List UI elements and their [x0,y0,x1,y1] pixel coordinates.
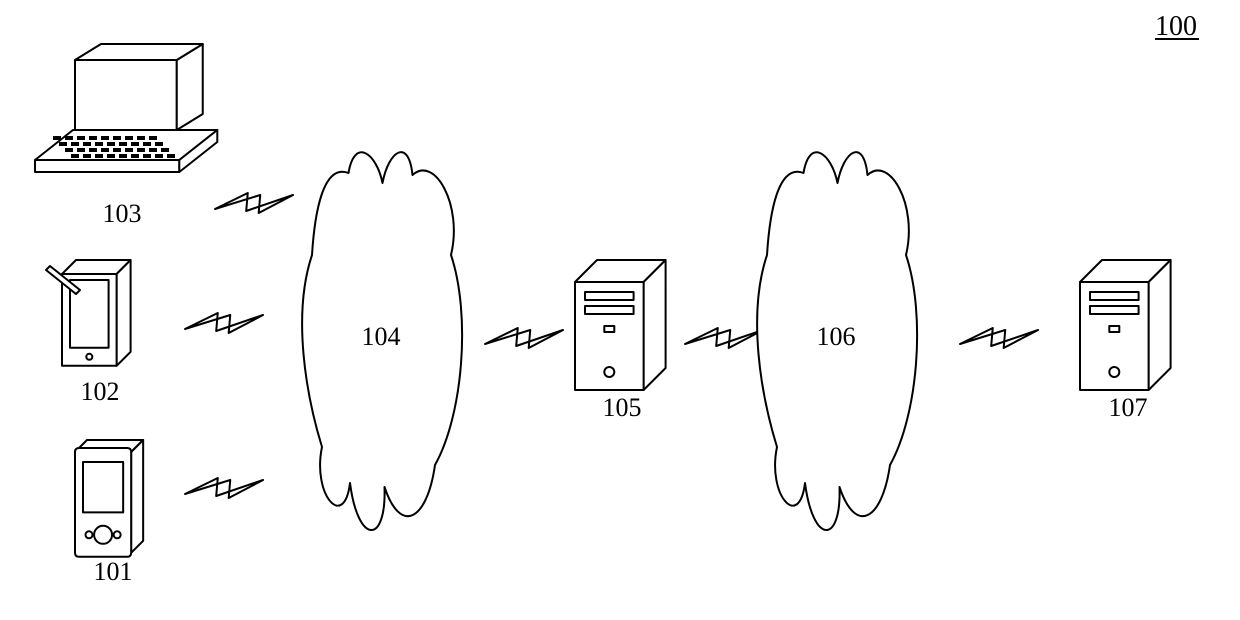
node-label: 105 [603,393,642,422]
server-icon [575,260,666,390]
node-label: 103 [103,199,142,228]
wireless-link-icon [185,313,263,333]
tablet-icon [46,260,131,366]
wireless-link-icon [485,328,563,348]
node-label: 104 [362,322,401,351]
wireless-link-icon [215,193,293,213]
wireless-link-icon [960,328,1038,348]
server-icon [1080,260,1171,390]
figure-caption: 100 [1155,11,1197,42]
node-label: 102 [81,377,120,406]
pda-icon [75,440,143,557]
node-label: 101 [94,557,133,586]
laptop-icon [35,44,217,172]
node-label: 106 [817,322,856,351]
wireless-link-icon [185,478,263,498]
wireless-link-icon [685,328,763,348]
network-diagram: 100 101 102 103 104 105 106 107 [0,0,1240,620]
node-label: 107 [1109,393,1148,422]
